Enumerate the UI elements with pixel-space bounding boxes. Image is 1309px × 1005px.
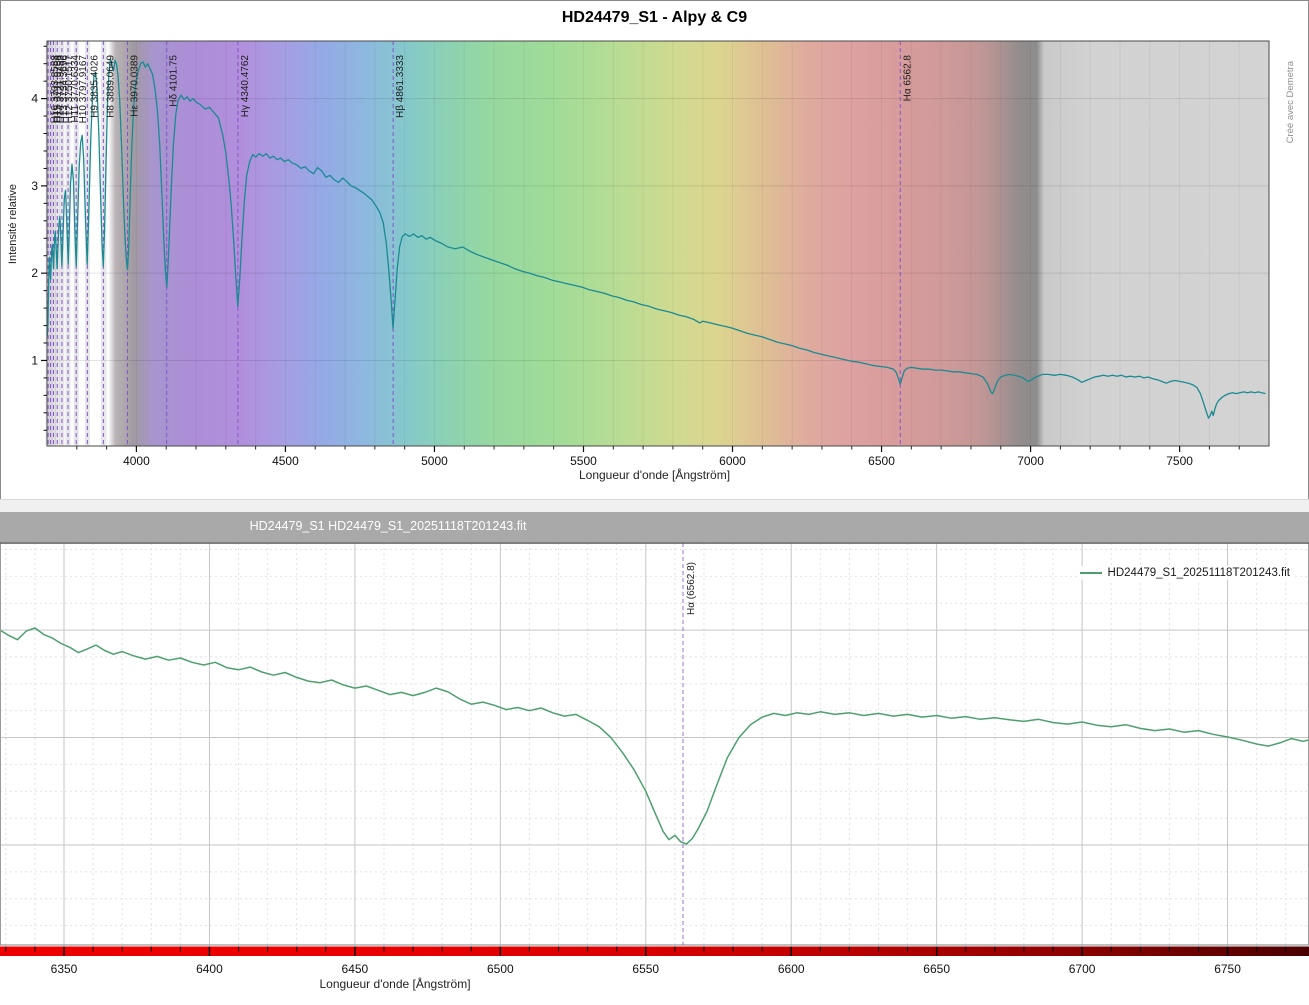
marker-label: Hα 6562.8 [902, 55, 913, 102]
marker-label: H12 3750.1517 [64, 55, 75, 124]
panel-title: HD24479_S1 HD24479_S1_20251118T201243.fi… [249, 519, 527, 533]
marker-label: H9 3835.4026 [89, 55, 100, 118]
overview-spectrum-figure: HD24479_S1 - Alpy & C9 H16 3703.8588 H15 … [0, 0, 1309, 500]
marker-label: Hβ 4861.3333 [395, 55, 406, 118]
y-tick-label: 3 [31, 179, 38, 193]
bottom-x-tick-label: 6500 [487, 962, 514, 976]
x-tick-label: 7500 [1166, 454, 1193, 468]
marker-label: H14 3721.9459 [56, 55, 67, 124]
bottom-x-tick-label: 6400 [196, 962, 223, 976]
bottom-x-tick-label: 6350 [51, 962, 78, 976]
x-tick-label: 5000 [421, 454, 448, 468]
bottom-x-tick-label: 6750 [1214, 962, 1241, 976]
marker-label: Hγ 4340.4762 [240, 55, 251, 118]
marker-label: H13 3734.3696 [59, 55, 70, 124]
marker-label: Hδ 4101.75 [169, 55, 180, 107]
chart-title: HD24479_S1 - Alpy & C9 [561, 9, 748, 26]
y-tick-label: 1 [31, 353, 38, 367]
marker-label: H16 3703.8588 [50, 55, 61, 124]
marker-label: H8 3889.0649 [105, 55, 116, 118]
marker-label: Hε 3970.0389 [129, 55, 140, 117]
bottom-x-tick-label: 6550 [632, 962, 659, 976]
x-tick-label: 6000 [719, 454, 746, 468]
y-tick-label: 2 [31, 266, 38, 280]
bottom-x-tick-label: 6700 [1069, 962, 1096, 976]
bottom-x-tick-label: 6650 [923, 962, 950, 976]
legend-label: HD24479_S1_20251118T201243.fit [1107, 567, 1290, 579]
watermark-credit: Créé avec Demetra [1285, 61, 1296, 144]
spectrum-color-background [47, 41, 1269, 446]
y-axis-label: Intensité relative [7, 184, 19, 265]
panel-splitter[interactable] [0, 499, 1309, 513]
x-tick-label: 4000 [123, 454, 150, 468]
x-tick-label: 5500 [570, 454, 597, 468]
y-tick-label: 4 [31, 92, 38, 106]
bottom-x-axis-label: Longueur d'onde [Ångström] [319, 977, 471, 991]
x-tick-label: 7000 [1017, 454, 1044, 468]
marker-label: H15 3711.9784 [53, 55, 64, 123]
legend[interactable]: HD24479_S1_20251118T201243.fit [1077, 566, 1292, 580]
spectrum-curve [46, 58, 1266, 419]
bottom-x-tick-label: 6600 [778, 962, 805, 976]
halpha-zoom-plot: Hα (6562.8) 6350 6400 6450 6500 6550 6600 6650 6… [0, 542, 1309, 976]
legend-line-icon [1079, 572, 1102, 574]
bottom-x-tick-label: 6450 [342, 962, 369, 976]
halpha-zoom-figure: Hα (6562.8) 6350 6400 6450 6500 6550 6600 6650 6… [0, 542, 1309, 1000]
halpha-curve [0, 627, 1309, 845]
halpha-marker-label: Hα (6562.8) [686, 562, 697, 615]
x-tick-label: 6500 [868, 454, 895, 468]
marker-label: H10 3797.9167 [78, 55, 89, 124]
marker-label: H11 3770.6334 [70, 55, 81, 123]
panel-title-bar[interactable]: HD24479_S1 HD24479_S1_20251118T201243.fi… [0, 512, 1309, 542]
x-axis-label: Longueur d'onde [Ångström] [578, 468, 731, 482]
wavelength-colorbar [0, 946, 1309, 956]
x-tick-label: 4500 [272, 454, 299, 468]
